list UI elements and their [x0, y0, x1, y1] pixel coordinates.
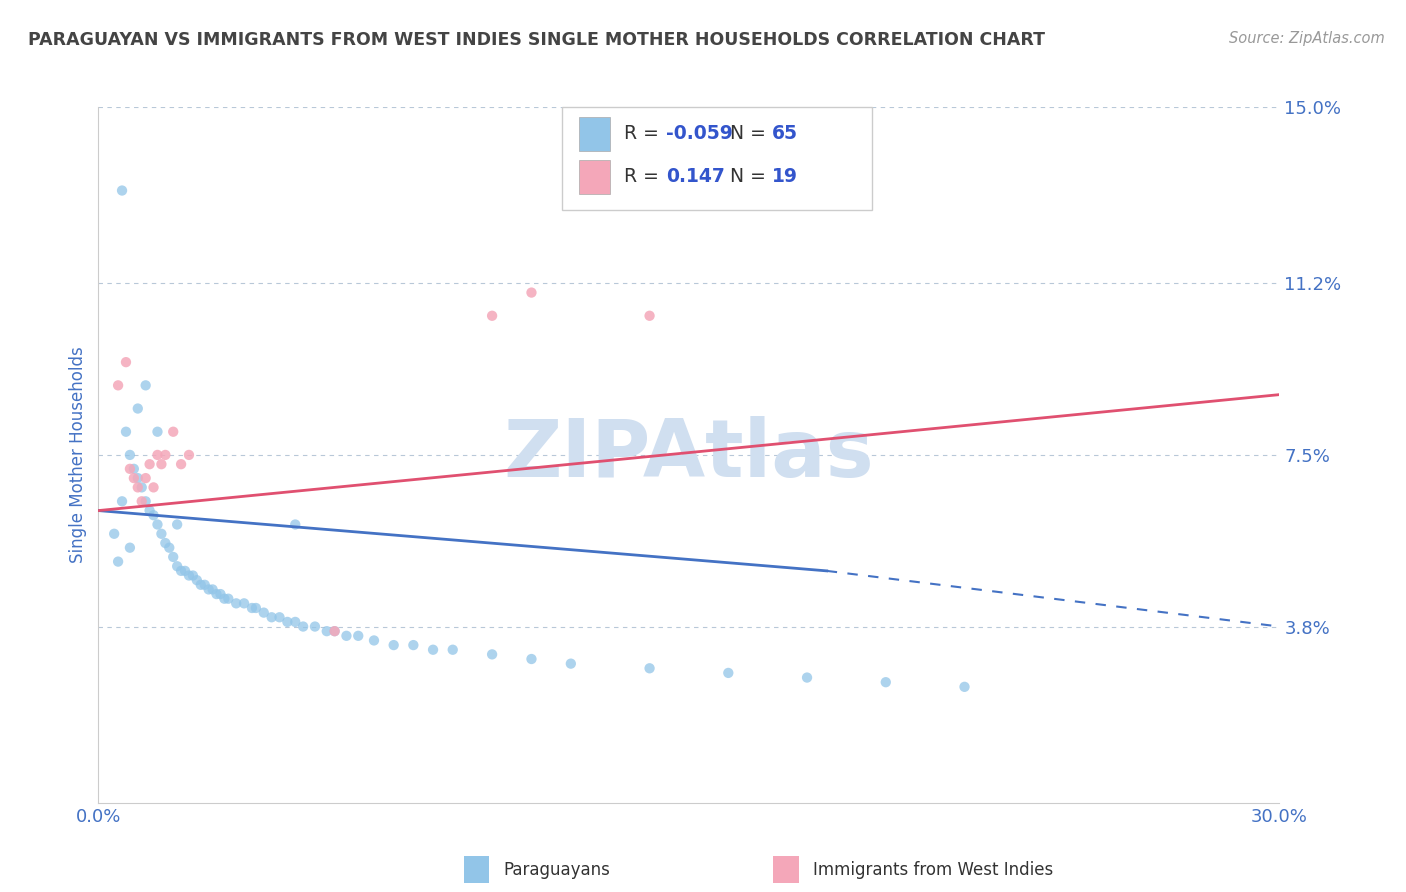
Point: [115, 425, 138, 439]
Point: [138, 503, 160, 517]
Point: [225, 596, 247, 610]
Text: PARAGUAYAN VS IMMIGRANTS FROM WEST INDIES SINGLE MOTHER HOUSEHOLDS CORRELATION C: PARAGUAYAN VS IMMIGRANTS FROM WEST INDIE…: [28, 31, 1045, 49]
Point: [717, 665, 740, 680]
Point: [363, 633, 385, 648]
Point: [481, 648, 503, 662]
Point: [150, 526, 173, 541]
Point: [253, 606, 276, 620]
Point: [284, 517, 307, 532]
Point: [118, 462, 141, 476]
Point: [138, 457, 160, 471]
Point: [315, 624, 337, 639]
Y-axis label: Single Mother Households: Single Mother Households: [69, 347, 87, 563]
Point: [127, 471, 149, 485]
Point: [111, 184, 134, 198]
Point: [107, 555, 129, 569]
Point: [240, 601, 263, 615]
Point: [520, 652, 543, 666]
Point: [181, 568, 204, 582]
Point: [197, 582, 219, 597]
Point: [135, 494, 157, 508]
Point: [796, 671, 818, 685]
Point: [347, 629, 370, 643]
Point: [118, 541, 141, 555]
Point: [638, 661, 661, 675]
Point: [170, 457, 193, 471]
Text: 0.147: 0.147: [666, 167, 725, 186]
Text: Immigrants from West Indies: Immigrants from West Indies: [813, 861, 1053, 879]
Point: [135, 378, 157, 392]
Point: [441, 642, 464, 657]
Point: [103, 526, 125, 541]
Point: [245, 601, 267, 615]
Point: [292, 619, 315, 633]
Point: [217, 591, 239, 606]
Point: [205, 587, 228, 601]
Point: [162, 425, 184, 439]
Point: [953, 680, 976, 694]
Point: [276, 615, 298, 629]
Point: [190, 578, 212, 592]
Text: 19: 19: [772, 167, 797, 186]
Point: [146, 448, 169, 462]
Point: [115, 355, 138, 369]
Point: [162, 549, 184, 564]
Point: [323, 624, 346, 639]
Point: [260, 610, 283, 624]
Point: [177, 448, 200, 462]
Point: [209, 587, 232, 601]
Point: [422, 642, 444, 657]
Point: [323, 624, 346, 639]
Point: [127, 401, 149, 416]
Point: [155, 536, 177, 550]
Text: Paraguayans: Paraguayans: [503, 861, 610, 879]
Point: [122, 462, 145, 476]
Point: [131, 494, 153, 508]
Text: R =: R =: [624, 167, 665, 186]
Text: ZIPAtlas: ZIPAtlas: [503, 416, 875, 494]
Point: [170, 564, 193, 578]
Text: Source: ZipAtlas.com: Source: ZipAtlas.com: [1229, 31, 1385, 46]
Point: [233, 596, 256, 610]
Point: [127, 480, 149, 494]
Point: [122, 471, 145, 485]
Point: [150, 457, 173, 471]
Point: [269, 610, 291, 624]
Point: [382, 638, 405, 652]
Point: [157, 541, 180, 555]
Point: [520, 285, 543, 300]
Point: [638, 309, 661, 323]
Text: 65: 65: [772, 124, 797, 144]
Point: [335, 629, 357, 643]
Point: [118, 448, 141, 462]
Point: [201, 582, 224, 597]
Point: [304, 619, 326, 633]
Point: [214, 591, 236, 606]
Point: [284, 615, 307, 629]
Text: -0.059: -0.059: [666, 124, 734, 144]
Text: N =: N =: [730, 167, 772, 186]
Point: [107, 378, 129, 392]
Point: [166, 559, 188, 574]
Point: [135, 471, 157, 485]
Point: [186, 573, 208, 587]
Point: [402, 638, 425, 652]
Text: R =: R =: [624, 124, 665, 144]
Point: [560, 657, 582, 671]
Point: [166, 517, 188, 532]
Point: [875, 675, 897, 690]
Point: [146, 425, 169, 439]
Text: N =: N =: [730, 124, 772, 144]
Point: [174, 564, 197, 578]
Point: [146, 517, 169, 532]
Point: [194, 578, 217, 592]
Point: [142, 480, 165, 494]
Point: [142, 508, 165, 523]
Point: [111, 494, 134, 508]
Point: [177, 568, 200, 582]
Point: [131, 480, 153, 494]
Point: [155, 448, 177, 462]
Point: [481, 309, 503, 323]
